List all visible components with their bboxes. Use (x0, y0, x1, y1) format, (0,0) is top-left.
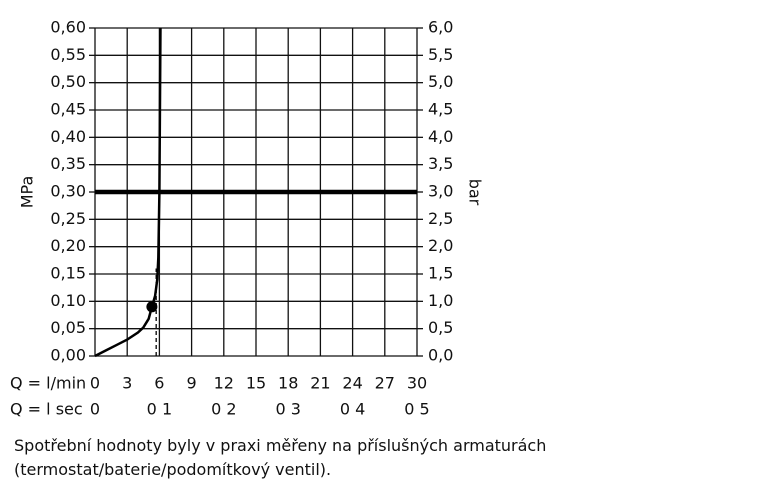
y-tick-label: 0,20 (50, 236, 86, 255)
y-tick-label: 0,55 (50, 45, 86, 64)
x2-axis-label: Q = l sec (10, 400, 83, 419)
curve (94, 27, 162, 358)
y2-tick-label: 5,0 (428, 72, 453, 91)
x-tick-label: 21 (310, 374, 330, 393)
x-tick-label: 30 (407, 374, 427, 393)
x-tick-label: 24 (342, 374, 362, 393)
x-tick-label: 15 (246, 374, 266, 393)
y2-tick-label: 1,5 (428, 264, 453, 283)
y-tick-label: 0,45 (50, 100, 86, 119)
x2-tick-label: 0 3 (275, 400, 300, 419)
marker (146, 301, 158, 313)
y2-tick-label: 2,0 (428, 236, 453, 255)
y2-tick-label: 2,5 (428, 209, 453, 228)
y-tick-label: 0,05 (50, 318, 86, 337)
x-tick-label: 12 (214, 374, 234, 393)
y-tick-label: 0,10 (50, 291, 86, 310)
y-tick-label: 0,50 (50, 72, 86, 91)
note: Spotřební hodnoty byly v praxi měřeny na… (14, 436, 547, 479)
y-tick-label: 0,15 (50, 264, 86, 283)
y2-tick-label: 4,5 (428, 100, 453, 119)
x-tick-label: 18 (278, 374, 298, 393)
x-tick-label: 9 (187, 374, 197, 393)
x-axis-label: Q = l/min (10, 374, 86, 393)
y-axis-label: MPa (18, 176, 37, 209)
y2-tick-label: 4,0 (428, 127, 453, 146)
y2-tick-label: 6,0 (428, 18, 453, 37)
y-tick-label: 0,00 (50, 346, 86, 365)
y-tick-label: 0,40 (50, 127, 86, 146)
x2-tick-label: 0 2 (211, 400, 236, 419)
x2-tick-label: 0 5 (404, 400, 429, 419)
y2-tick-label: 0,0 (428, 346, 453, 365)
y-tick-label: 0,60 (50, 18, 86, 37)
y2-tick-label: 3,5 (428, 154, 453, 173)
x2-tick-label: 0 1 (147, 400, 172, 419)
y2-tick-label: 5,5 (428, 45, 453, 64)
x2-tick-label: 0 (90, 400, 100, 419)
y-tick-label: 0,30 (50, 182, 86, 201)
chart: MPa bar Q = l/min Q = l sec 0,000,050,10… (10, 18, 485, 419)
y2-tick-label: 1,0 (428, 291, 453, 310)
x-tick-label: 6 (154, 374, 164, 393)
x2-tick-label: 0 4 (340, 400, 365, 419)
y2-axis-label: bar (466, 179, 485, 206)
y2-tick-label: 3,0 (428, 182, 453, 201)
x-tick-label: 0 (90, 374, 100, 393)
y2-tick-label: 0,5 (428, 318, 453, 337)
x-tick-label: 27 (375, 374, 395, 393)
y-tick-label: 0,25 (50, 209, 86, 228)
y-tick-label: 0,35 (50, 154, 86, 173)
x-tick-label: 3 (122, 374, 132, 393)
